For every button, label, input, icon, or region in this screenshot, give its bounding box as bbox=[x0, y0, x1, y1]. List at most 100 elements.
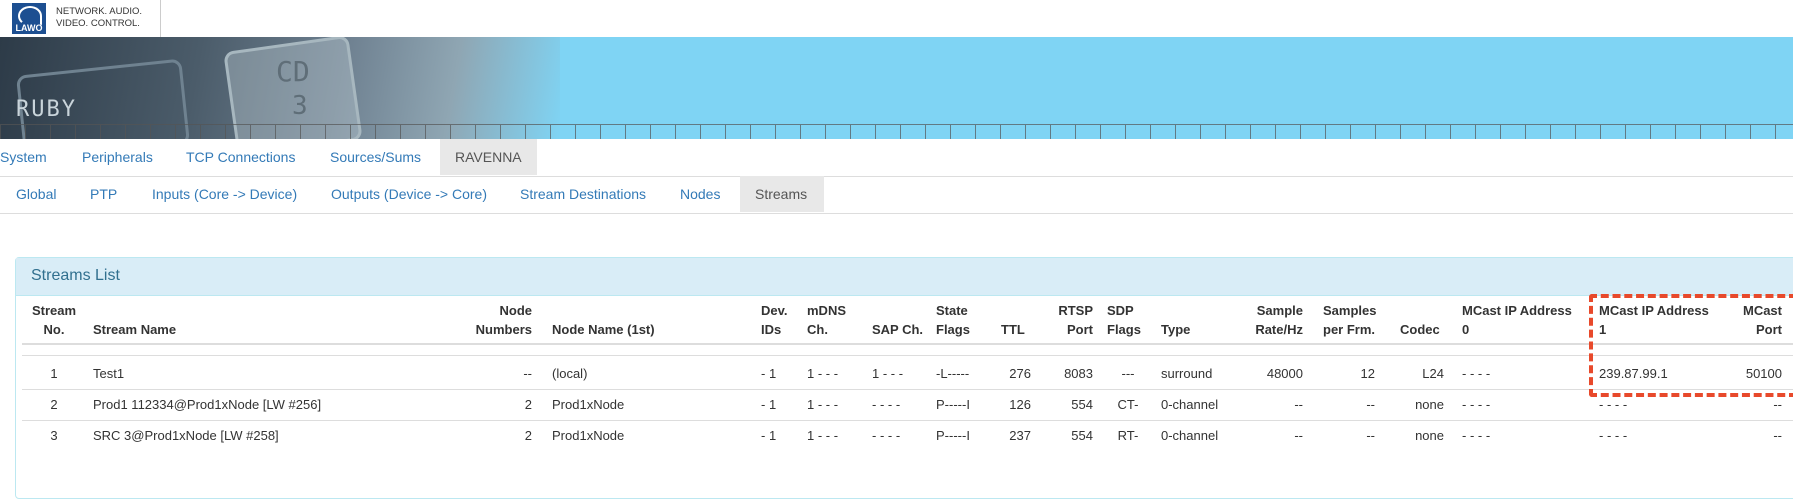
header-line bbox=[93, 301, 176, 320]
cell-samples-per-frame: -- bbox=[1366, 428, 1375, 443]
header-line: IDs bbox=[761, 322, 782, 337]
lawo-logo-mark: LAWO bbox=[12, 3, 46, 34]
header-line bbox=[1400, 301, 1440, 320]
banner-cd-number: 3 bbox=[292, 91, 308, 121]
cell-sample-rate: -- bbox=[1294, 428, 1303, 443]
cell-samples-per-frame: -- bbox=[1366, 397, 1375, 412]
cell-sap-ch: - - - - bbox=[872, 428, 901, 443]
header-line: Sample bbox=[1256, 303, 1303, 318]
top-header: LAWO NETWORK. AUDIO. VIDEO. CONTROL. bbox=[0, 0, 1793, 38]
cell-state-flags: -L----- bbox=[936, 366, 970, 381]
cell-type: 0-channel bbox=[1161, 428, 1219, 443]
header-stream-name[interactable]: Stream Name bbox=[93, 301, 176, 339]
cell-rtsp-port: 8083 bbox=[1064, 366, 1093, 381]
header-state-flags[interactable]: State Flags bbox=[936, 301, 970, 339]
header-dev-ids[interactable]: Dev. IDs bbox=[761, 301, 788, 339]
header-line: SAP Ch. bbox=[872, 322, 924, 337]
header-line: MCast IP Address bbox=[1462, 303, 1572, 318]
header-ttl[interactable]: TTL bbox=[1001, 301, 1025, 339]
cell-mcast-ip-0: - - - - bbox=[1462, 366, 1491, 381]
header-line: SDP bbox=[1107, 303, 1134, 318]
header-line: Stream Name bbox=[93, 322, 177, 337]
header-line: TTL bbox=[1001, 322, 1025, 337]
cell-node-numbers: 2 bbox=[524, 428, 532, 443]
cell-mdns-ch: 1 - - - bbox=[807, 397, 839, 412]
tab-ptp[interactable]: PTP bbox=[90, 186, 118, 202]
cell-sample-rate: -- bbox=[1294, 397, 1303, 412]
cell-stream-name: SRC 3@Prod1xNode [LW #258] bbox=[93, 428, 279, 443]
tab-nodes[interactable]: Nodes bbox=[680, 186, 721, 202]
cell-ttl: 126 bbox=[1009, 397, 1031, 412]
header-line: RTSP bbox=[1058, 303, 1093, 318]
header-line: Node bbox=[499, 303, 533, 318]
cell-sap-ch: 1 - - - bbox=[872, 366, 904, 381]
tab-system[interactable]: System bbox=[0, 149, 47, 165]
logo-swirl-icon bbox=[18, 6, 42, 26]
header-line: State bbox=[936, 303, 968, 318]
header-samples-per-frame[interactable]: Samples per Frm. bbox=[1323, 301, 1376, 339]
header-line: Codec bbox=[1400, 322, 1440, 337]
tab-sources-sums[interactable]: Sources/Sums bbox=[330, 149, 422, 165]
banner-ruler bbox=[0, 124, 1793, 139]
cell-mcast-port: 50100 bbox=[1745, 366, 1782, 381]
cell-mdns-ch: 1 - - - bbox=[807, 428, 839, 443]
panel-heading: Streams List bbox=[16, 258, 1793, 296]
cell-stream-no: 3 bbox=[50, 428, 58, 443]
tagline-line-1: NETWORK. AUDIO. bbox=[56, 6, 143, 17]
tab-outputs[interactable]: Outputs (Device -> Core) bbox=[331, 186, 487, 202]
header-line: Stream bbox=[31, 303, 77, 318]
header-node-name[interactable]: Node Name (1st) bbox=[552, 301, 655, 339]
cell-sdp-flags: RT- bbox=[1117, 428, 1139, 443]
header-line: Flags bbox=[1107, 322, 1141, 337]
lawo-logo[interactable]: LAWO NETWORK. AUDIO. VIDEO. CONTROL. bbox=[0, 0, 161, 37]
cell-mcast-ip-1: - - - - bbox=[1599, 428, 1628, 443]
tab-tcp-connections[interactable]: TCP Connections bbox=[186, 149, 296, 165]
cell-ttl: 237 bbox=[1009, 428, 1031, 443]
cell-dev-ids: - 1 bbox=[761, 366, 777, 381]
header-line: Samples bbox=[1323, 303, 1377, 318]
header-node-numbers[interactable]: Node Numbers bbox=[452, 301, 532, 339]
cell-sdp-flags: --- bbox=[1121, 366, 1135, 381]
header-line: MCast bbox=[1742, 303, 1782, 318]
tab-ravenna[interactable]: RAVENNA bbox=[440, 139, 537, 175]
header-line: Dev. bbox=[761, 303, 788, 318]
header-mcast-ip-1[interactable]: MCast IP Address 1 bbox=[1599, 301, 1709, 339]
cell-mcast-ip-0: - - - - bbox=[1462, 397, 1491, 412]
banner-photo bbox=[0, 37, 560, 139]
header-line: Flags bbox=[936, 322, 970, 337]
tab-inputs[interactable]: Inputs (Core -> Device) bbox=[152, 186, 298, 202]
header-mcast-port[interactable]: MCast Port bbox=[1720, 301, 1782, 339]
cell-node-numbers: 2 bbox=[524, 397, 532, 412]
header-line: Numbers bbox=[475, 322, 532, 337]
header-rtsp-port[interactable]: RTSP Port bbox=[1050, 301, 1093, 339]
header-sap-ch[interactable]: SAP Ch. bbox=[872, 301, 923, 339]
cell-node-numbers: -- bbox=[523, 366, 532, 381]
tagline-line-2: VIDEO. CONTROL. bbox=[56, 18, 140, 29]
header-sample-rate[interactable]: Sample Rate/Hz bbox=[1245, 301, 1303, 339]
header-mdns-ch[interactable]: mDNS Ch. bbox=[807, 301, 846, 339]
cell-mcast-ip-1: - - - - bbox=[1599, 397, 1628, 412]
cell-stream-name: Test1 bbox=[93, 366, 125, 381]
header-line: Type bbox=[1161, 322, 1191, 337]
banner-ruby-text: RUBY bbox=[16, 97, 77, 122]
cell-mdns-ch: 1 - - - bbox=[807, 366, 839, 381]
header-line bbox=[1001, 301, 1025, 320]
header-line: Port bbox=[1067, 322, 1093, 337]
tab-streams[interactable]: Streams bbox=[740, 176, 824, 212]
header-stream-no[interactable]: Stream No. bbox=[26, 301, 82, 339]
tab-stream-destinations[interactable]: Stream Destinations bbox=[520, 186, 647, 202]
cell-type: 0-channel bbox=[1161, 397, 1219, 412]
header-line bbox=[1161, 301, 1190, 320]
header-codec[interactable]: Codec bbox=[1400, 301, 1440, 339]
cell-type: surround bbox=[1161, 366, 1213, 381]
header-sdp-flags[interactable]: SDP Flags bbox=[1107, 301, 1141, 339]
header-line: No. bbox=[43, 322, 65, 337]
tab-peripherals[interactable]: Peripherals bbox=[82, 149, 153, 165]
header-type[interactable]: Type bbox=[1161, 301, 1190, 339]
tab-global[interactable]: Global bbox=[16, 186, 57, 202]
cell-sap-ch: - - - - bbox=[872, 397, 901, 412]
header-mcast-ip-0[interactable]: MCast IP Address 0 bbox=[1462, 301, 1572, 339]
header-line bbox=[552, 301, 655, 320]
brand-tagline: NETWORK. AUDIO. VIDEO. CONTROL. bbox=[56, 6, 142, 30]
cell-codec: L24 bbox=[1422, 366, 1444, 381]
